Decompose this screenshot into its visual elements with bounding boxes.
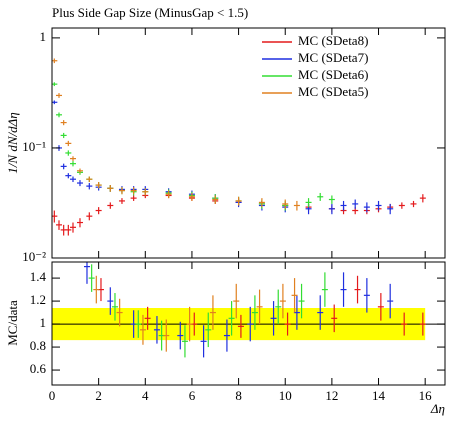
y-tick-label: 0.8 (30, 338, 46, 353)
x-tick-label: 0 (49, 388, 56, 403)
legend-label: MC (SDeta6) (298, 67, 368, 82)
plot-area (52, 262, 445, 358)
y-tick-label: 1 (40, 29, 47, 44)
y-axis-label: 1/N dN/dΔη (5, 112, 20, 173)
x-tick-label: 8 (235, 388, 242, 403)
plot-area (52, 58, 426, 236)
x-tick-label: 4 (142, 388, 149, 403)
x-tick-label: 16 (419, 388, 433, 403)
x-axis-label: Δη (430, 401, 445, 416)
frame (51, 261, 446, 386)
legend-label: MC (SDeta7) (298, 50, 368, 65)
x-tick-label: 14 (372, 388, 386, 403)
chart-title: Plus Side Gap Size (MinusGap < 1.5) (52, 5, 248, 20)
frame (51, 27, 446, 259)
y-tick-label: 1 (40, 315, 47, 330)
x-tick-label: 12 (325, 388, 338, 403)
y-tick-label: 1.2 (30, 292, 46, 307)
y-tick-label: 10⁻¹ (22, 139, 46, 154)
y-axis-label: MC/data (5, 300, 20, 346)
x-tick-label: 2 (95, 388, 102, 403)
y-tick-label: 10⁻² (22, 249, 46, 264)
y-tick-label: 0.6 (30, 361, 47, 376)
x-tick-label: 6 (189, 388, 196, 403)
x-tick-label: 10 (279, 388, 292, 403)
legend-label: MC (SDeta8) (298, 33, 368, 48)
legend-label: MC (SDeta5) (298, 84, 368, 99)
y-tick-label: 1.4 (30, 269, 47, 284)
